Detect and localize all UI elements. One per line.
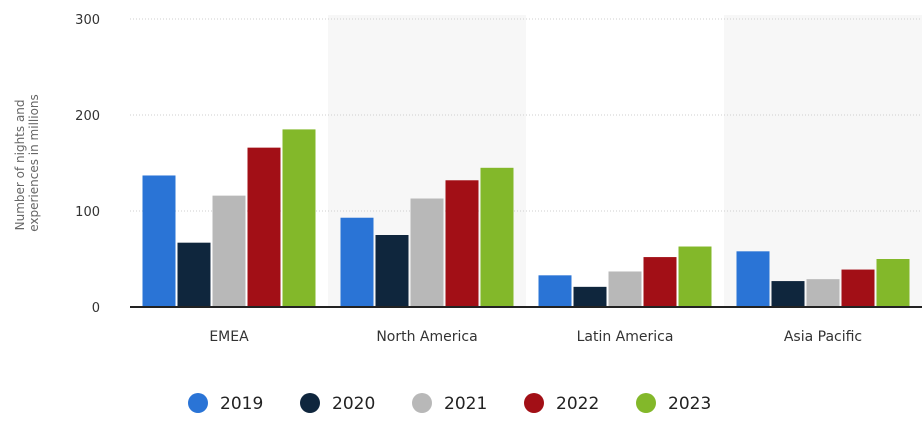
bar: [876, 259, 910, 307]
x-axis-categories: EMEA North America Latin America Asia Pacif…: [209, 329, 862, 345]
bar: [445, 180, 479, 307]
bar: [480, 167, 514, 307]
bar: [573, 286, 607, 307]
y-tick-label: 0: [92, 301, 100, 316]
y-axis-title: Number of nights and experiences in mill…: [13, 94, 41, 232]
legend-label: 2020: [332, 394, 375, 414]
bar: [538, 275, 572, 307]
legend-label: 2019: [220, 394, 263, 414]
y-tick-label: 100: [75, 205, 100, 220]
legend-swatch: [412, 393, 432, 413]
x-category-label: North America: [376, 329, 477, 345]
bar: [806, 279, 840, 307]
bar: [212, 195, 246, 307]
y-axis-ticks: 0 100 200 300: [75, 13, 100, 316]
legend-swatch: [300, 393, 320, 413]
legend-label: 2022: [556, 394, 599, 414]
bar: [177, 242, 211, 307]
bar: [608, 271, 642, 307]
bar: [643, 257, 677, 307]
y-tick-label: 200: [75, 109, 100, 124]
legend-label: 2021: [444, 394, 487, 414]
bar: [340, 217, 374, 307]
legend-swatch: [188, 393, 208, 413]
bar: [282, 129, 316, 307]
x-category-label: Asia Pacific: [784, 329, 862, 345]
bar: [678, 246, 712, 307]
bar: [736, 251, 770, 307]
legend: 2019 2020 2021 2022 2023: [188, 393, 711, 414]
legend-swatch: [636, 393, 656, 413]
y-tick-label: 300: [75, 13, 100, 28]
legend-label: 2023: [668, 394, 711, 414]
bar: [142, 175, 176, 307]
bar: [771, 281, 805, 307]
bars: [142, 129, 910, 307]
y-axis-title-line-2: experiences in millions: [27, 94, 41, 232]
legend-swatch: [524, 393, 544, 413]
bar: [841, 269, 875, 307]
bar: [410, 198, 444, 307]
bar: [375, 235, 409, 307]
bar: [247, 147, 281, 307]
x-category-label: EMEA: [209, 329, 249, 345]
x-category-label: Latin America: [577, 329, 674, 345]
y-axis-title-line-1: Number of nights and: [13, 99, 27, 230]
